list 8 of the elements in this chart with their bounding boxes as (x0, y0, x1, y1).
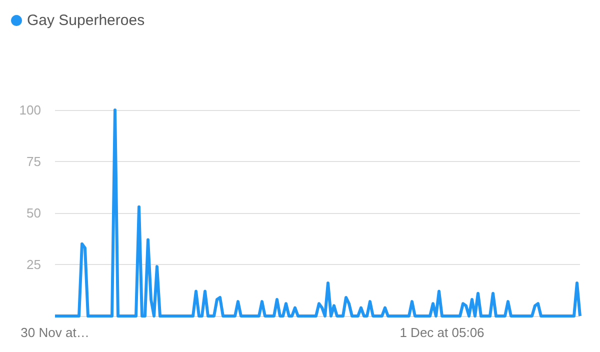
x-tick-label: 30 Nov at… (20, 325, 90, 340)
y-tick-label: 50 (26, 206, 41, 220)
y-tick-label: 75 (26, 154, 41, 169)
legend-label: Gay Superheroes (27, 12, 145, 29)
line-series (54, 108, 582, 318)
x-tick-label: 1 Dec at 05:06 (400, 325, 484, 340)
y-tick-label: 100 (19, 102, 41, 118)
y-tick-label: 25 (26, 257, 41, 272)
